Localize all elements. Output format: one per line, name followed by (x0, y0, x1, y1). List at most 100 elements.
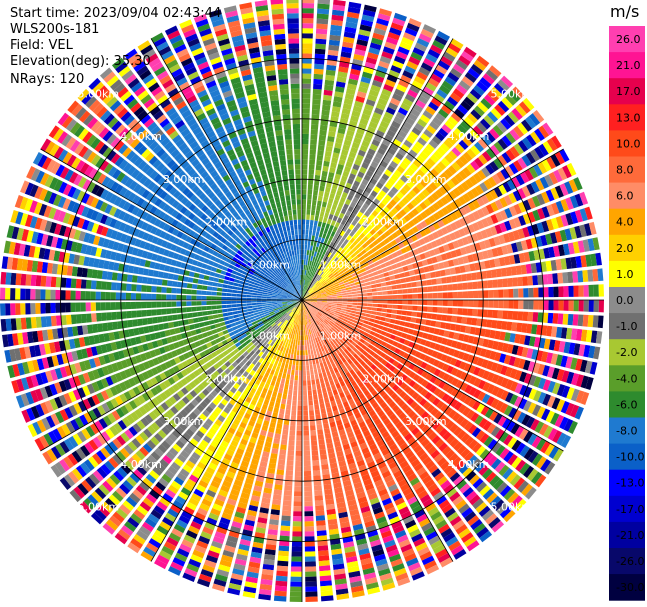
velocity-gate (279, 408, 285, 415)
velocity-gate (442, 244, 450, 252)
velocity-gate (345, 332, 351, 338)
velocity-gate (431, 313, 438, 320)
velocity-gate (313, 273, 317, 279)
velocity-gate (319, 278, 325, 283)
velocity-gate (390, 314, 397, 319)
velocity-gate (356, 261, 363, 267)
velocity-gate (312, 285, 317, 290)
velocity-gate (372, 271, 379, 276)
velocity-gate (414, 195, 423, 204)
velocity-gate (309, 289, 314, 294)
velocity-gate (307, 184, 313, 190)
velocity-gate (553, 300, 559, 311)
velocity-gate (341, 308, 347, 312)
velocity-gate (404, 321, 411, 328)
velocity-gate (302, 118, 310, 124)
velocity-gate (582, 270, 589, 283)
velocity-gate (386, 308, 393, 314)
velocity-gate (434, 343, 441, 351)
velocity-gate (474, 157, 484, 168)
velocity-gate (436, 352, 443, 360)
velocity-gate (487, 280, 493, 289)
velocity-gate (403, 252, 410, 260)
velocity-gate (324, 250, 330, 257)
velocity-gate (393, 116, 404, 125)
velocity-gate (575, 374, 584, 388)
velocity-gate (382, 245, 389, 252)
velocity-gate (336, 228, 342, 235)
velocity-gate (534, 146, 545, 159)
velocity-gate (473, 84, 485, 96)
velocity-gate (332, 325, 338, 330)
velocity-gate (343, 327, 349, 333)
velocity-gate (381, 138, 391, 147)
velocity-gate (400, 315, 407, 321)
velocity-gate (310, 305, 315, 309)
velocity-gate (407, 288, 413, 294)
velocity-gate (385, 332, 392, 338)
velocity-gate (329, 320, 335, 325)
velocity-gate (311, 114, 320, 120)
velocity-gate (400, 102, 411, 112)
velocity-gate (310, 425, 316, 431)
velocity-gate (430, 97, 442, 108)
velocity-gate (302, 234, 305, 240)
velocity-gate (304, 506, 314, 512)
velocity-gate (475, 231, 484, 241)
velocity-gate (515, 459, 526, 472)
velocity-gate (377, 363, 385, 370)
velocity-gate (412, 329, 419, 337)
velocity-gate (483, 436, 494, 447)
velocity-gate (273, 489, 283, 496)
velocity-gate (339, 272, 346, 277)
velocity-gate (551, 326, 558, 338)
velocity-gate (587, 238, 595, 252)
velocity-gate (307, 270, 310, 276)
velocity-gate (424, 340, 432, 348)
velocity-gate (450, 211, 459, 221)
velocity-gate (437, 209, 445, 218)
velocity-gate (486, 360, 494, 370)
velocity-gate (351, 332, 357, 338)
velocity-gate (463, 46, 477, 58)
velocity-gate (488, 300, 494, 308)
velocity-gate (353, 330, 359, 336)
velocity-gate (406, 135, 416, 144)
velocity-gate (293, 390, 298, 396)
velocity-gate (537, 363, 546, 376)
velocity-gate (466, 163, 476, 174)
velocity-gate (422, 300, 428, 306)
velocity-gate (355, 243, 362, 249)
velocity-gate (504, 392, 514, 403)
velocity-gate (322, 282, 328, 287)
velocity-gate (384, 354, 391, 362)
velocity-gate (327, 323, 332, 329)
velocity-gate (582, 314, 589, 327)
velocity-gate (320, 307, 326, 310)
velocity-gate (517, 311, 524, 321)
velocity-gate (325, 402, 331, 409)
velocity-gate (314, 63, 325, 70)
velocity-gate (357, 273, 363, 278)
velocity-gate (326, 218, 332, 225)
velocity-gate (494, 199, 504, 210)
velocity-gate (432, 212, 441, 221)
velocity-gate (419, 165, 429, 175)
velocity-gate (499, 431, 509, 443)
velocity-gate (298, 380, 302, 386)
velocity-gate (403, 214, 412, 222)
velocity-gate (380, 233, 387, 240)
velocity-gate (454, 359, 462, 368)
velocity-gate (387, 102, 399, 111)
velocity-gate (453, 332, 460, 340)
velocity-gate (341, 257, 347, 263)
velocity-gate (316, 159, 323, 166)
velocity-gate (432, 202, 441, 211)
velocity-gate (327, 54, 338, 61)
velocity-gate (329, 247, 335, 254)
velocity-gate (372, 112, 382, 120)
velocity-gate (479, 118, 491, 130)
velocity-gate (341, 265, 347, 270)
velocity-gate (420, 133, 431, 143)
velocity-gate (391, 231, 399, 239)
